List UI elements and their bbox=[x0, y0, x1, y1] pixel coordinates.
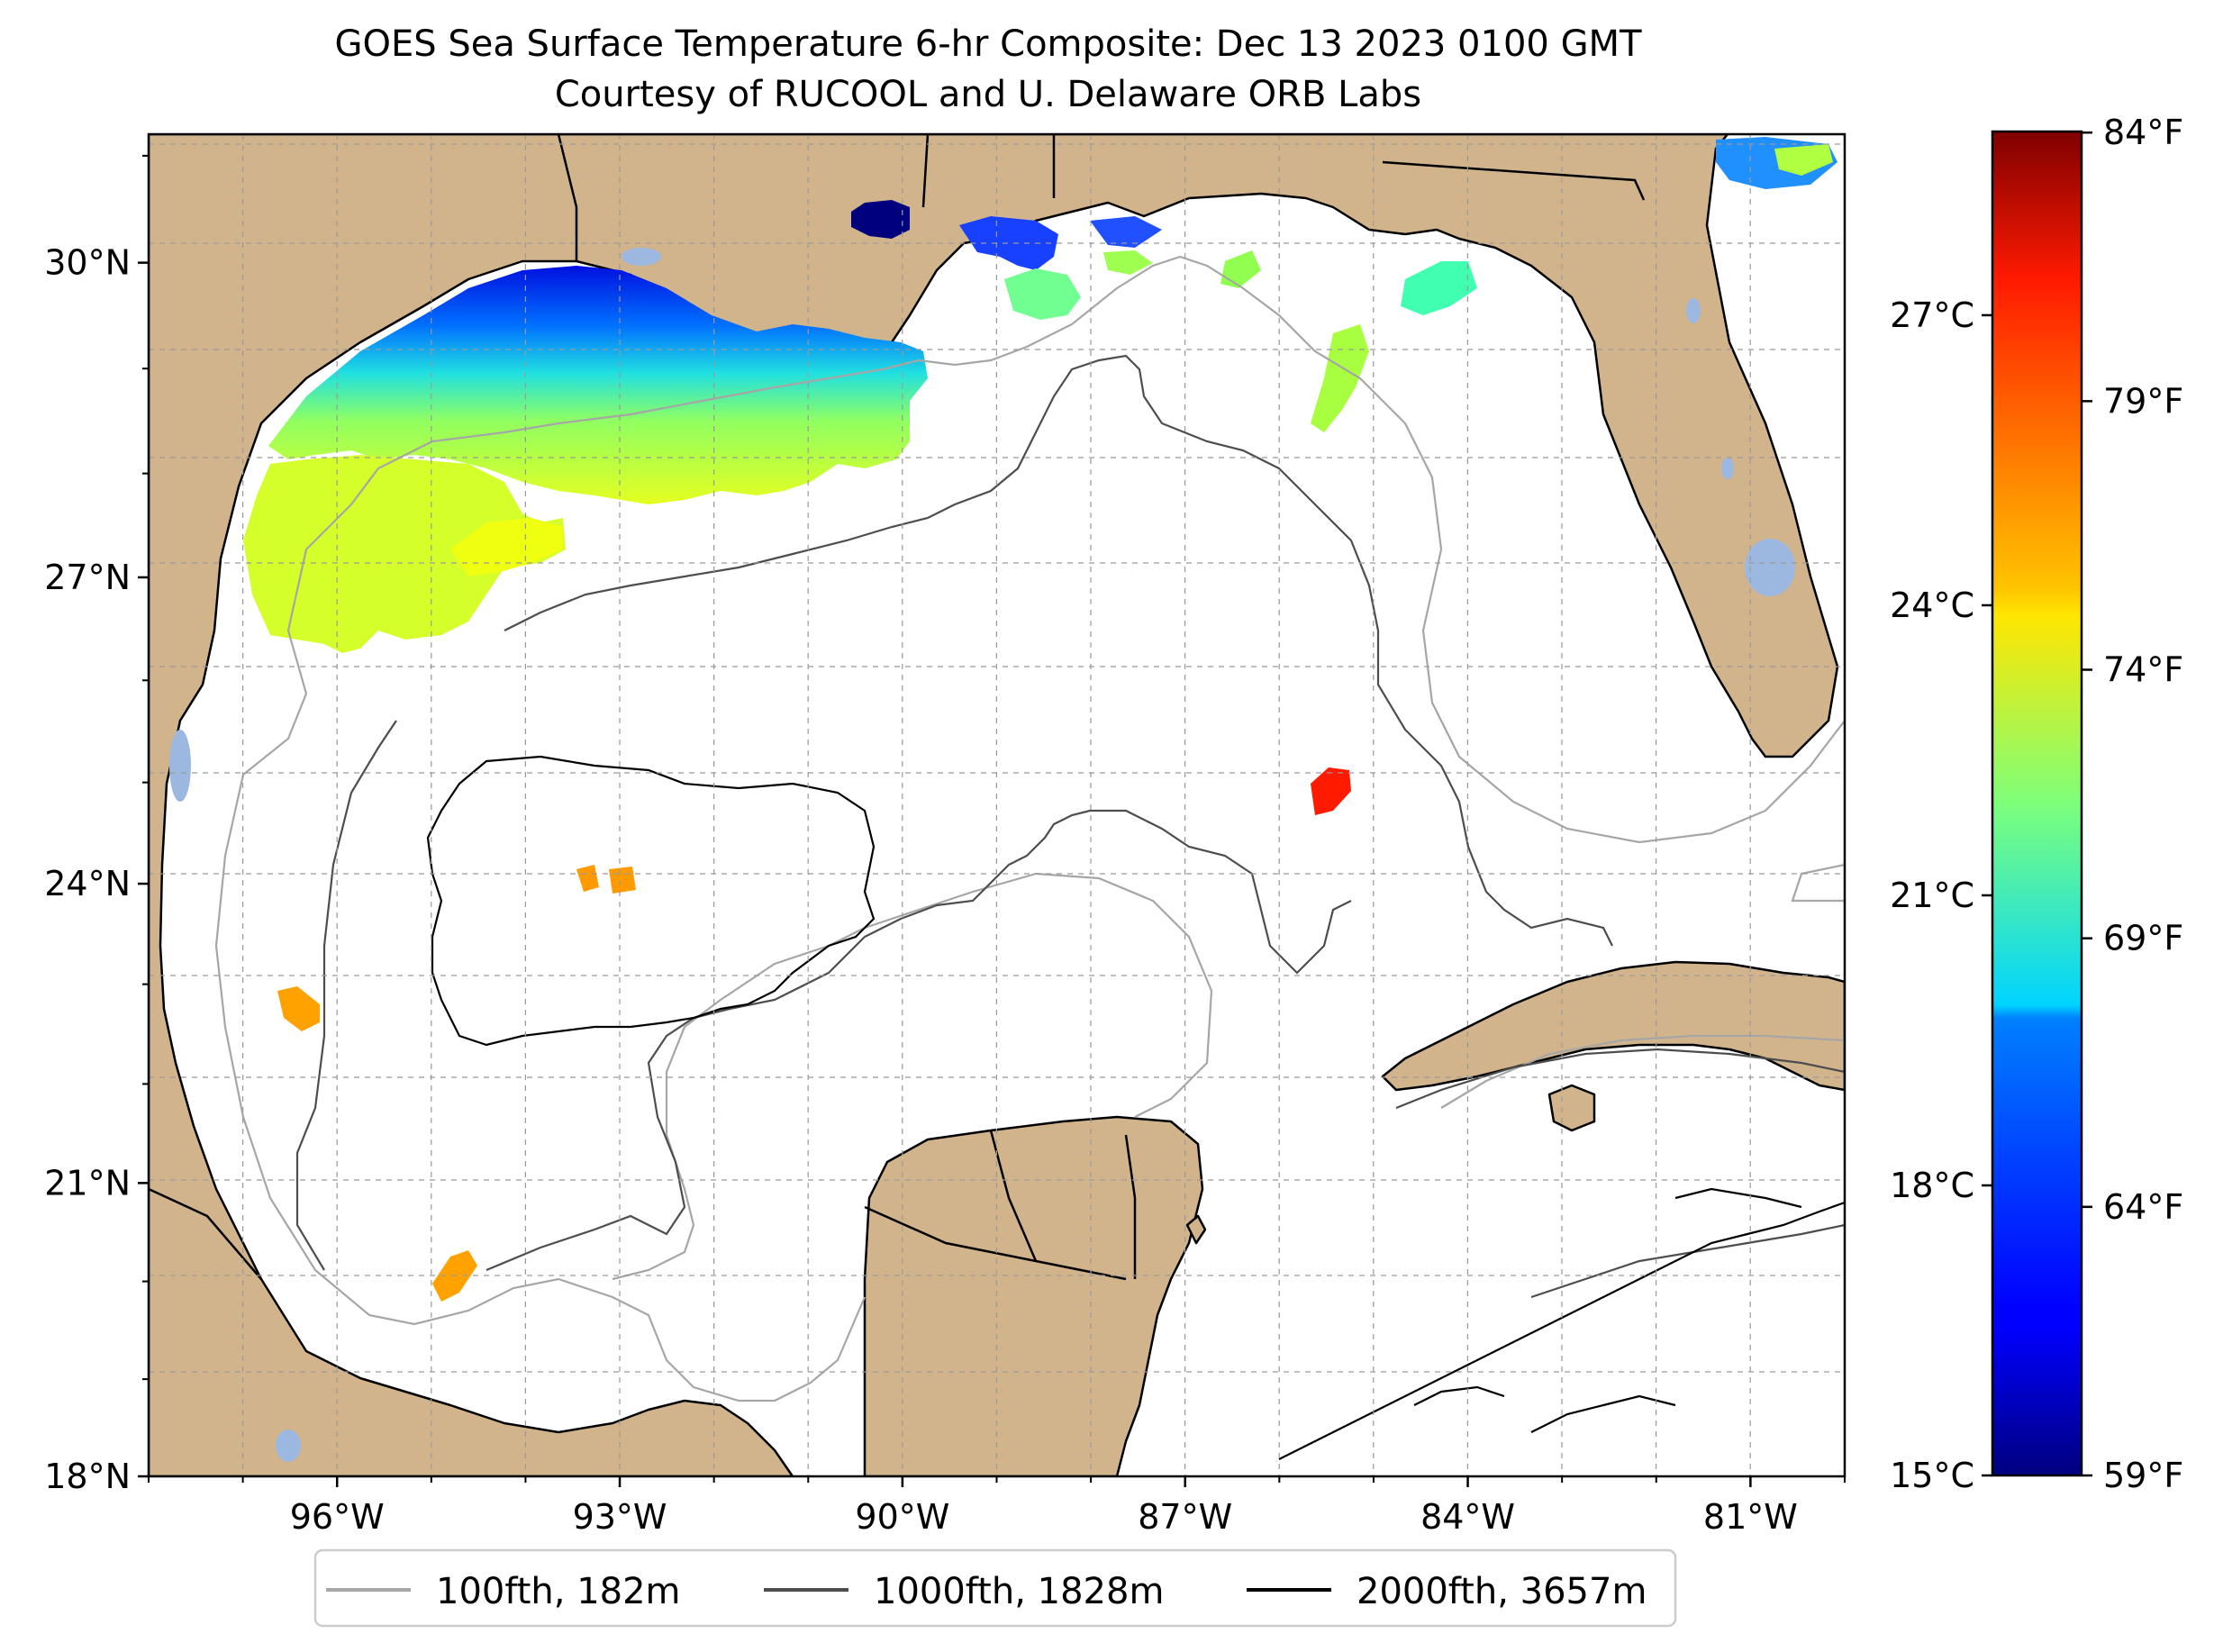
title-line-2: Courtesy of RUCOOL and U. Delaware ORB L… bbox=[555, 74, 1421, 115]
sst-patch-texas-shelf bbox=[243, 455, 566, 653]
map-panel bbox=[149, 134, 1845, 1476]
legend-box bbox=[313, 1548, 1677, 1628]
land-layer bbox=[149, 134, 1845, 1476]
lon-tick-label-4: 84°W bbox=[1420, 1497, 1515, 1537]
land-yucatan bbox=[863, 1115, 1204, 1476]
lat-tick-label-1: 27°N bbox=[44, 558, 131, 597]
legend-label-1000fth: 1000fth, 1828m bbox=[874, 1571, 1164, 1612]
colorbar-gradient bbox=[1991, 130, 2083, 1477]
sst-patch-big-bend bbox=[1311, 324, 1369, 432]
title-line-1: GOES Sea Surface Temperature 6-hr Compos… bbox=[334, 23, 1642, 65]
sst-patch-panhandle-green bbox=[1103, 250, 1153, 275]
lon-tick-label-3: 87°W bbox=[1138, 1497, 1232, 1537]
sst-patch-gulf-central-orange-1 bbox=[576, 865, 599, 892]
bathymetry-100fth bbox=[214, 255, 1845, 1402]
sst-patch-atlantic-green bbox=[1774, 144, 1833, 176]
sst-patch-gulf-west-orange bbox=[277, 986, 320, 1031]
fahrenheit-tick-label-4: 64°F bbox=[2103, 1187, 2183, 1227]
sst-patch-alabama-south bbox=[1004, 268, 1081, 320]
colorbar: 27°C 24°C 21°C 18°C 15°C 84°F 79°F 74°F 69°F 64°… bbox=[1890, 113, 2183, 1495]
lake-pontchartrain bbox=[622, 248, 661, 266]
sst-patch-north-shelf bbox=[268, 266, 928, 504]
lat-tick-label-4: 18°N bbox=[44, 1457, 131, 1496]
sst-patch-gulf-east-red bbox=[1311, 767, 1351, 815]
bathymetry-2000fth bbox=[426, 755, 1845, 1460]
legend: 100fth, 182m 1000fth, 1828m 2000fth, 365… bbox=[313, 1548, 1677, 1628]
celsius-tick-label-0: 27°C bbox=[1890, 295, 1974, 335]
lake-okeechobee bbox=[1745, 539, 1795, 596]
fahrenheit-tick-label-5: 59°F bbox=[2103, 1456, 2183, 1495]
legend-label-100fth: 100fth, 182m bbox=[436, 1571, 681, 1612]
celsius-tick-label-1: 24°C bbox=[1890, 585, 1974, 625]
lake-florida-2 bbox=[1721, 458, 1734, 479]
lat-tick-label-3: 21°N bbox=[44, 1163, 131, 1203]
sst-patch-cedar-key bbox=[1401, 261, 1477, 315]
land-cozumel bbox=[1185, 1214, 1207, 1245]
longitude-axis: 96°W 93°W 90°W 87°W 84°W 81°W bbox=[148, 1476, 1846, 1537]
sst-data-layer bbox=[243, 137, 1837, 1302]
sst-patch-apalachicola bbox=[1220, 250, 1261, 288]
celsius-tick-label-4: 15°C bbox=[1890, 1456, 1974, 1495]
lon-tick-label-0: 96°W bbox=[290, 1497, 385, 1537]
celsius-tick-label-3: 18°C bbox=[1890, 1166, 1974, 1205]
fahrenheit-tick-label-2: 74°F bbox=[2103, 650, 2183, 690]
land-isla-juventud bbox=[1547, 1084, 1596, 1132]
lake-texas bbox=[169, 730, 191, 802]
colorbar-fahrenheit-axis: 84°F 79°F 74°F 69°F 64°F 59°F bbox=[2082, 113, 2183, 1495]
lakes bbox=[169, 248, 1795, 1462]
lake-mexico bbox=[276, 1430, 301, 1462]
lat-tick-label-2: 24°N bbox=[44, 864, 131, 903]
lon-tick-label-2: 90°W bbox=[855, 1497, 949, 1537]
sst-patch-mississippi bbox=[851, 200, 910, 239]
sst-patch-alabama bbox=[959, 216, 1058, 270]
gridlines bbox=[149, 134, 1845, 1476]
colorbar-celsius-axis: 27°C 24°C 21°C 18°C 15°C bbox=[1890, 295, 1992, 1495]
lat-tick-label-0: 30°N bbox=[44, 243, 131, 283]
lake-florida-1 bbox=[1686, 298, 1701, 323]
celsius-tick-label-2: 21°C bbox=[1890, 876, 1974, 915]
fahrenheit-tick-label-1: 79°F bbox=[2103, 381, 2183, 421]
lon-tick-label-1: 93°W bbox=[573, 1497, 667, 1537]
lon-tick-label-5: 81°W bbox=[1703, 1497, 1798, 1537]
political-borders bbox=[149, 134, 1646, 1281]
legend-label-2000fth: 2000fth, 3657m bbox=[1357, 1571, 1647, 1612]
fahrenheit-tick-label-3: 69°F bbox=[2103, 919, 2183, 958]
sst-patch-panhandle bbox=[1090, 216, 1162, 248]
latitude-axis: 30°N 27°N 24°N 21°N 18°N bbox=[44, 154, 149, 1496]
sst-patch-texas-warm bbox=[450, 518, 563, 576]
fahrenheit-tick-label-0: 84°F bbox=[2103, 113, 2183, 152]
